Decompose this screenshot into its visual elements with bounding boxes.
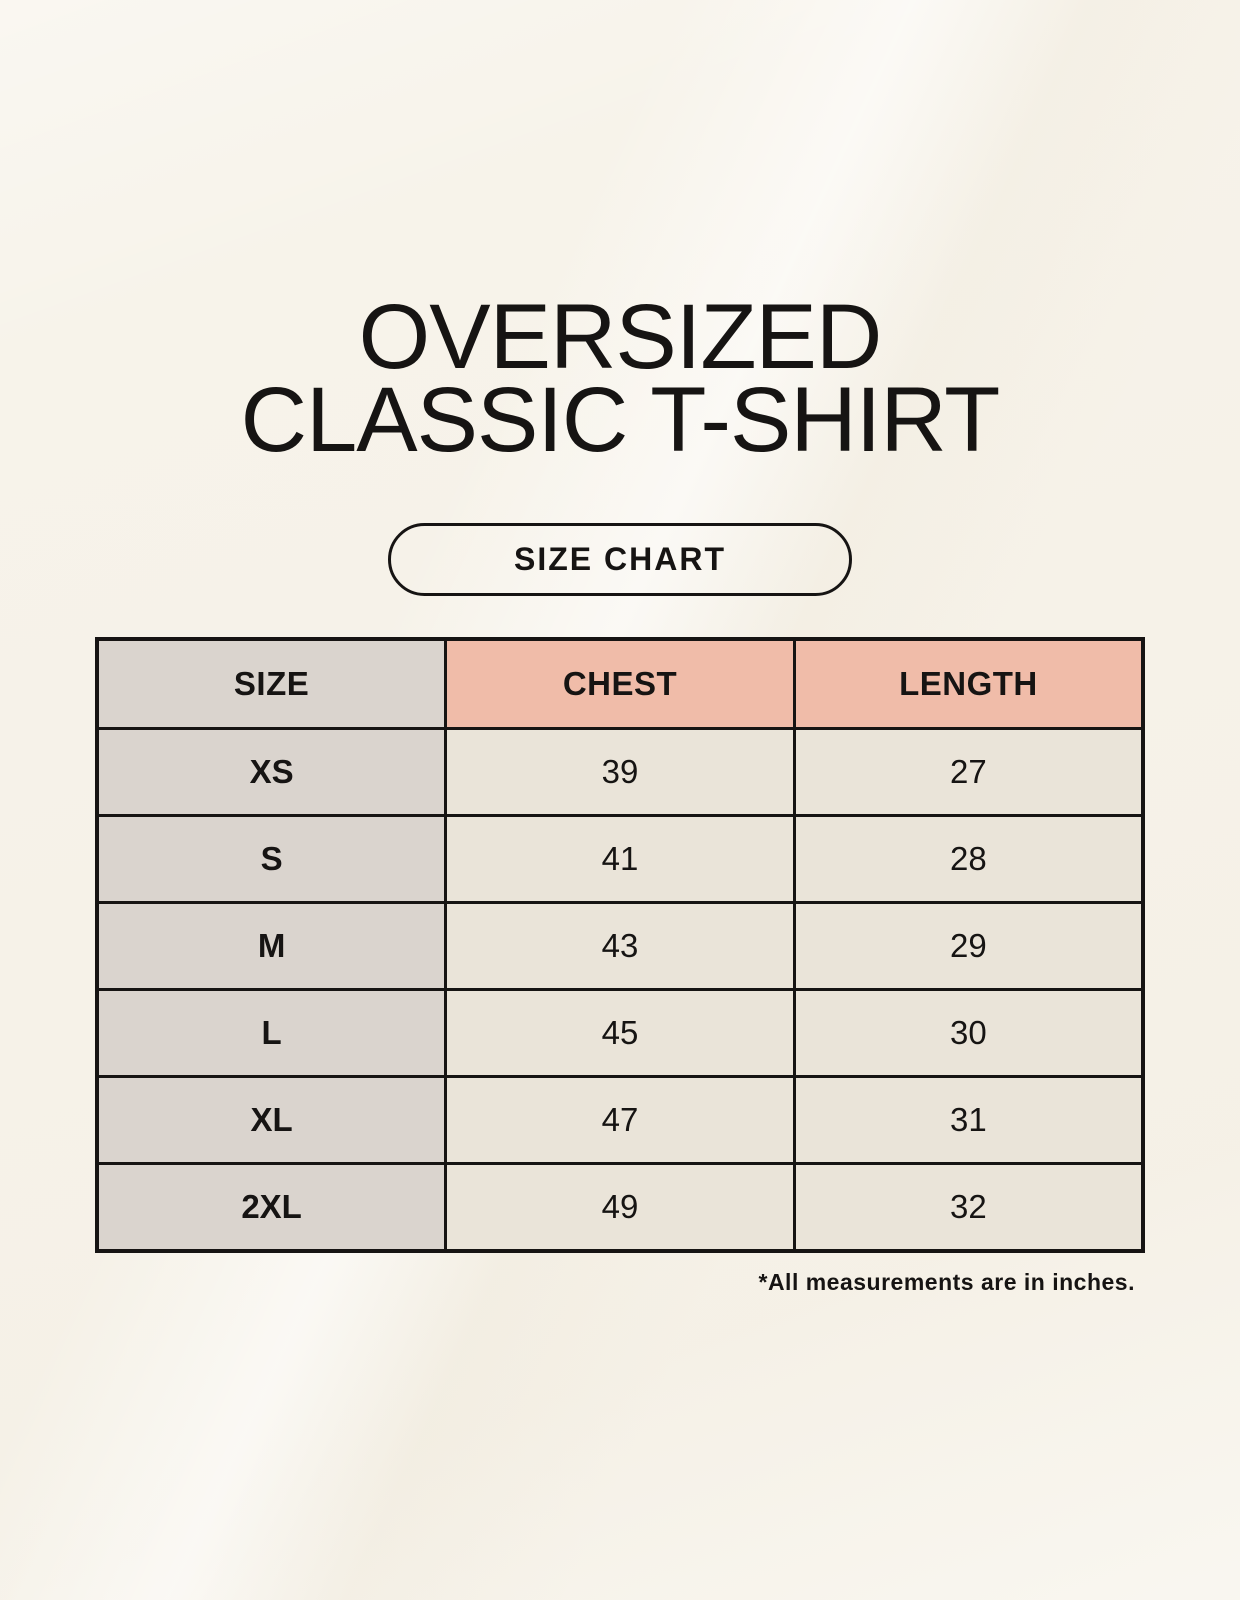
table-row-xs: XS 39 27 bbox=[95, 727, 1145, 818]
length-cell: 27 bbox=[792, 727, 1145, 818]
chest-cell: 39 bbox=[444, 727, 796, 818]
size-chart-table-container: SIZE CHEST LENGTH XS 39 27 S 41 28 M bbox=[95, 636, 1145, 1253]
chest-cell: 49 bbox=[444, 1162, 796, 1253]
product-title-line2: CLASSIC T-SHIRT bbox=[240, 368, 1001, 471]
length-cell: 29 bbox=[792, 901, 1145, 992]
size-chart-table: SIZE CHEST LENGTH XS 39 27 S 41 28 M bbox=[95, 636, 1145, 1253]
table-row-xl: XL 47 31 bbox=[95, 1075, 1145, 1166]
length-cell: 31 bbox=[792, 1075, 1145, 1166]
size-cell: L bbox=[95, 988, 448, 1079]
length-cell: 30 bbox=[792, 988, 1145, 1079]
header-row: SIZE CHEST LENGTH bbox=[95, 637, 1145, 731]
table-row-2xl: 2XL 49 32 bbox=[95, 1162, 1145, 1253]
size-cell: M bbox=[95, 901, 448, 992]
product-title-line1: OVERSIZED bbox=[358, 286, 883, 388]
column-header-size: SIZE bbox=[95, 637, 448, 731]
length-cell: 28 bbox=[792, 814, 1145, 905]
table-row-m: M 43 29 bbox=[95, 901, 1145, 992]
chest-cell: 45 bbox=[444, 988, 796, 1079]
length-cell: 32 bbox=[792, 1162, 1145, 1253]
size-cell: XL bbox=[95, 1075, 448, 1166]
size-cell: S bbox=[95, 814, 448, 905]
size-cell: 2XL bbox=[95, 1162, 448, 1253]
table-row-s: S 41 28 bbox=[95, 814, 1145, 905]
chest-cell: 47 bbox=[444, 1075, 796, 1166]
measurements-note: *All measurements are in inches. bbox=[758, 1268, 1135, 1295]
table-row-l: L 45 30 bbox=[95, 988, 1145, 1079]
size-chart-button-container: SIZE CHART bbox=[0, 522, 1240, 596]
chest-cell: 41 bbox=[444, 814, 796, 905]
column-header-chest: CHEST bbox=[444, 637, 796, 731]
column-header-length: LENGTH bbox=[792, 637, 1145, 731]
chest-cell: 43 bbox=[444, 901, 796, 992]
size-chart-button[interactable]: SIZE CHART bbox=[388, 522, 852, 596]
product-title: OVERSIZED CLASSIC T-SHIRT bbox=[0, 286, 1240, 471]
size-cell: XS bbox=[95, 727, 448, 818]
